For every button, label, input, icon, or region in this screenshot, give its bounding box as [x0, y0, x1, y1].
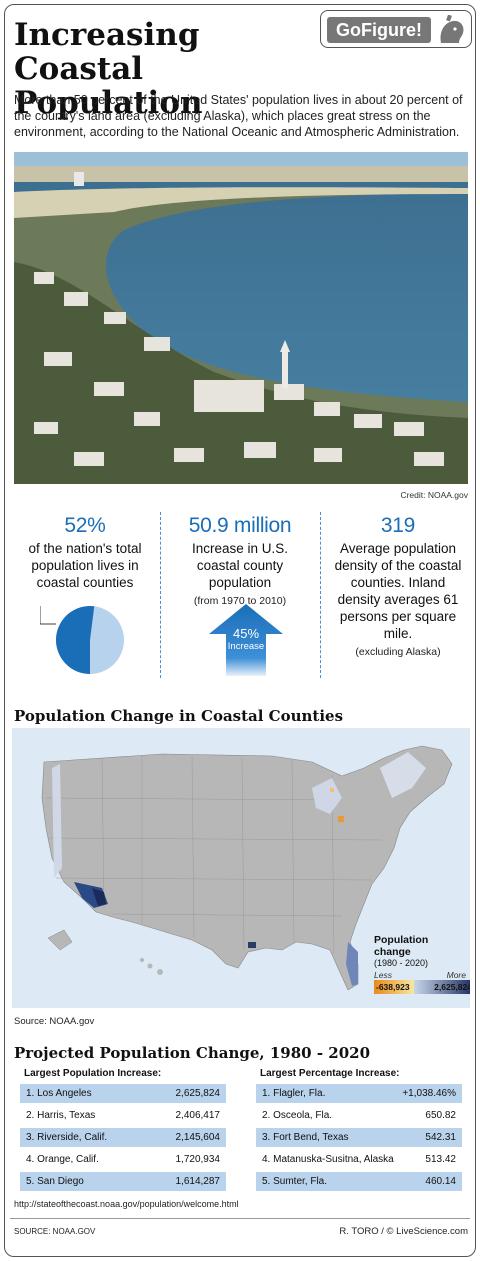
- logo-go: Go: [336, 20, 361, 40]
- row-value: 513.42: [425, 1154, 456, 1165]
- row-value: 650.82: [425, 1110, 456, 1121]
- us-coastal-map: Population change (1980 - 2020) Less Mor…: [12, 728, 470, 1008]
- row-value: 2,145,604: [175, 1132, 221, 1143]
- table-row: 3. Fort Bend, Texas 542.31: [256, 1128, 462, 1147]
- row-name: 3. Fort Bend, Texas: [262, 1132, 349, 1143]
- row-name: 2. Osceola, Fla.: [262, 1110, 333, 1121]
- table-row: 4. Orange, Calif. 1,720,934: [20, 1150, 226, 1169]
- projection-title: Projected Population Change, 1980 - 2020: [14, 1044, 371, 1062]
- stat-coastal-share: 52% of the nation's total population liv…: [20, 514, 150, 591]
- intro-paragraph: More than 50 percent of the United State…: [14, 93, 463, 139]
- arrow-increase-text: Increase: [227, 641, 265, 652]
- legend-max-value: 2,625,824: [414, 980, 470, 994]
- stat-3-value: 319: [380, 514, 416, 537]
- legend-range-labels: Less More: [374, 970, 466, 980]
- table-row: 4. Matanuska-Susitna, Alaska 513.42: [256, 1150, 462, 1169]
- largest-percentage-table: Largest Percentage Increase: 1. Flagler,…: [256, 1068, 462, 1194]
- right-table-header: Largest Percentage Increase:: [260, 1068, 400, 1079]
- stat-divider-2: [320, 512, 321, 678]
- row-value: 1,614,287: [175, 1176, 221, 1187]
- stat-population-increase: 50.9 million Increase in U.S. coastal co…: [170, 514, 310, 607]
- row-value: 1,720,934: [175, 1154, 221, 1165]
- footer-divider: [10, 1218, 470, 1219]
- us-map-graphic: [41, 745, 453, 991]
- table-row: 5. San Diego 1,614,287: [20, 1172, 226, 1191]
- row-name: 1. Los Angeles: [26, 1088, 92, 1099]
- table-row: 5. Sumter, Fla. 460.14: [256, 1172, 462, 1191]
- stat-3-sub: (excluding Alaska): [355, 646, 441, 658]
- increase-arrow-icon: [209, 604, 283, 676]
- table-row: 1. Los Angeles 2,625,824: [20, 1084, 226, 1103]
- arrow-label: 45% Increase: [226, 626, 266, 652]
- logo-wordmark: GoFigure!: [327, 17, 431, 43]
- stat-density: 319 Average population density of the co…: [328, 514, 468, 658]
- left-table-header: Largest Population Increase:: [24, 1068, 162, 1079]
- gofigure-logo: GoFigure!: [320, 10, 472, 48]
- table-row: 3. Riverside, Calif. 2,145,604: [20, 1128, 226, 1147]
- title-line-1: Increasing: [14, 17, 200, 53]
- table-row: 2. Harris, Texas 2,406,417: [20, 1106, 226, 1125]
- stat-1-value: 52%: [64, 514, 106, 537]
- stat-divider-1: [160, 512, 161, 678]
- source-url-link[interactable]: http://stateofthecoast.noaa.gov/populati…: [14, 1199, 239, 1209]
- stat-1-text: of the nation's total population lives i…: [28, 541, 142, 590]
- row-name: 4. Matanuska-Susitna, Alaska: [262, 1154, 394, 1165]
- logo-figure: Figure!: [361, 20, 422, 40]
- row-name: 5. San Diego: [26, 1176, 84, 1187]
- table-row: 2. Osceola, Fla. 650.82: [256, 1106, 462, 1125]
- arrow-percent: 45%: [232, 626, 260, 641]
- row-name: 4. Orange, Calif.: [26, 1154, 99, 1165]
- row-name: 2. Harris, Texas: [26, 1110, 96, 1121]
- stat-2-sub: (from 1970 to 2010): [193, 595, 287, 607]
- row-name: 1. Flagler, Fla.: [262, 1088, 326, 1099]
- photo-credit: Credit: NOAA.gov: [400, 490, 468, 500]
- pie-slice-coastal: [56, 606, 95, 674]
- row-value: 460.14: [425, 1176, 456, 1187]
- legend-subtitle: (1980 - 2020): [374, 958, 429, 968]
- stat-2-text: Increase in U.S. coastal county populati…: [191, 541, 289, 590]
- row-value: 2,625,824: [175, 1088, 221, 1099]
- row-value: +1,038.46%: [402, 1088, 456, 1099]
- row-value: 542.31: [425, 1132, 456, 1143]
- legend-title: Population change: [374, 934, 429, 958]
- map-legend: Population change (1980 - 2020) Less Mor…: [374, 934, 470, 994]
- table-row: 1. Flagler, Fla. +1,038.46%: [256, 1084, 462, 1103]
- map-section-title: Population Change in Coastal Counties: [14, 707, 344, 725]
- stat-3-text: Average population density of the coasta…: [334, 541, 462, 641]
- row-name: 5. Sumter, Fla.: [262, 1176, 328, 1187]
- legend-color-scale: -638,923 2,625,824: [374, 980, 470, 994]
- map-source: Source: NOAA.gov: [14, 1016, 95, 1027]
- legend-less: Less: [374, 970, 392, 980]
- share-pie-chart: [40, 606, 124, 674]
- legend-min-value: -638,923: [374, 980, 414, 994]
- coastal-town-photo: [14, 152, 468, 484]
- row-value: 2,406,417: [175, 1110, 221, 1121]
- thinking-head-icon: [440, 15, 464, 43]
- footer-credit: R. TORO / © LiveScience.com: [339, 1226, 468, 1237]
- page-title: Increasing Coastal Population: [14, 18, 324, 120]
- row-name: 3. Riverside, Calif.: [26, 1132, 108, 1143]
- footer-source: SOURCE: NOAA.GOV: [14, 1227, 96, 1236]
- legend-more: More: [446, 970, 466, 980]
- stat-2-value: 50.9 million: [188, 514, 292, 537]
- title-line-2: Coastal Population: [14, 51, 203, 121]
- largest-increase-table: Largest Population Increase: 1. Los Ange…: [20, 1068, 226, 1194]
